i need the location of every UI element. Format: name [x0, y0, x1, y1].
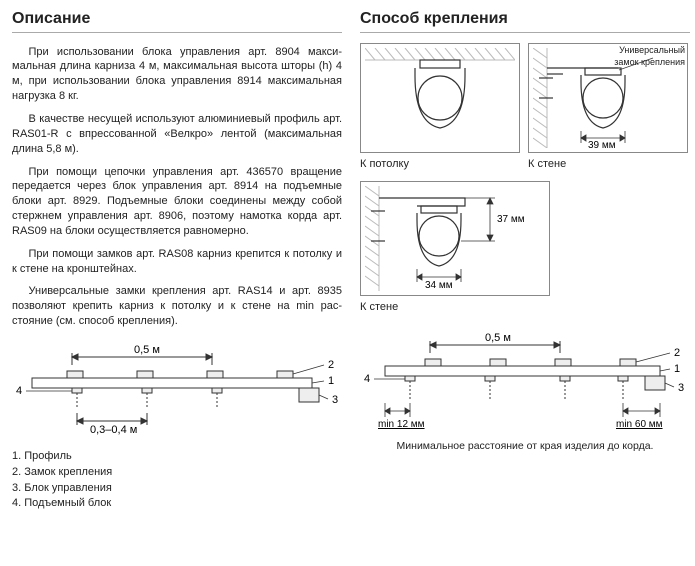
callout: 3	[332, 394, 338, 406]
right-schematic: 0,5 м	[360, 331, 690, 431]
dim-bottom: 0,3–0,4 м	[90, 424, 137, 436]
callout: 2	[674, 347, 680, 359]
paragraph: Универсальные замки крепления арт. RAS14…	[12, 284, 342, 329]
left-schematic: 0,5 м	[12, 343, 342, 438]
min-right: min 60 мм	[616, 419, 663, 430]
dim-h: 37 мм	[497, 214, 525, 225]
mount-row-1: К потолку Универсальный замок крепления	[360, 43, 690, 172]
paragraph: При помощи замков арт. RAS08 карниз креп…	[12, 247, 342, 277]
legend-item: 4. Подъемный блок	[12, 496, 342, 511]
left-column: Описание При использовании блока управле…	[12, 8, 342, 558]
dim-top: 0,5 м	[485, 332, 511, 344]
mount-caption: К стене	[528, 157, 688, 172]
callout: 4	[364, 373, 370, 385]
mount-ceiling: К потолку	[360, 43, 520, 172]
footnote: Минимальное расстояние от края изделия д…	[360, 439, 690, 453]
mount-row-2: 34 мм 37 мм К стене	[360, 181, 690, 315]
heading-mounting: Способ крепления	[360, 8, 690, 33]
heading-description: Описание	[12, 8, 342, 33]
paragraph: При использовании блока управления арт. …	[12, 45, 342, 104]
mount-caption: К стене	[360, 300, 550, 315]
callout: 3	[678, 382, 684, 394]
mount-wall-2: 34 мм 37 мм К стене	[360, 181, 550, 315]
callout: 1	[328, 375, 334, 387]
callout: 1	[674, 363, 680, 375]
min-left: min 12 мм	[378, 419, 425, 430]
paragraph: При помощи цепочки управления арт. 43657…	[12, 165, 342, 239]
paragraph: В качестве несущей используют алюминиевы…	[12, 112, 342, 157]
ulock-label: Универсальный замок крепления	[614, 44, 685, 68]
legend-item: 1. Профиль	[12, 449, 342, 464]
legend-item: 2. Замок крепления	[12, 465, 342, 480]
dim-w: 34 мм	[425, 280, 453, 291]
callout: 2	[328, 359, 334, 371]
callout: 4	[16, 385, 22, 397]
right-column: Способ крепления	[360, 8, 690, 558]
mount-caption: К потолку	[360, 157, 520, 172]
legend: 1. Профиль 2. Замок крепления 3. Блок уп…	[12, 448, 342, 511]
legend-item: 3. Блок управления	[12, 481, 342, 496]
dim-top: 0,5 м	[134, 344, 160, 356]
dim-w: 39 мм	[588, 140, 616, 148]
mount-wall-1: Универсальный замок крепления	[528, 43, 688, 172]
